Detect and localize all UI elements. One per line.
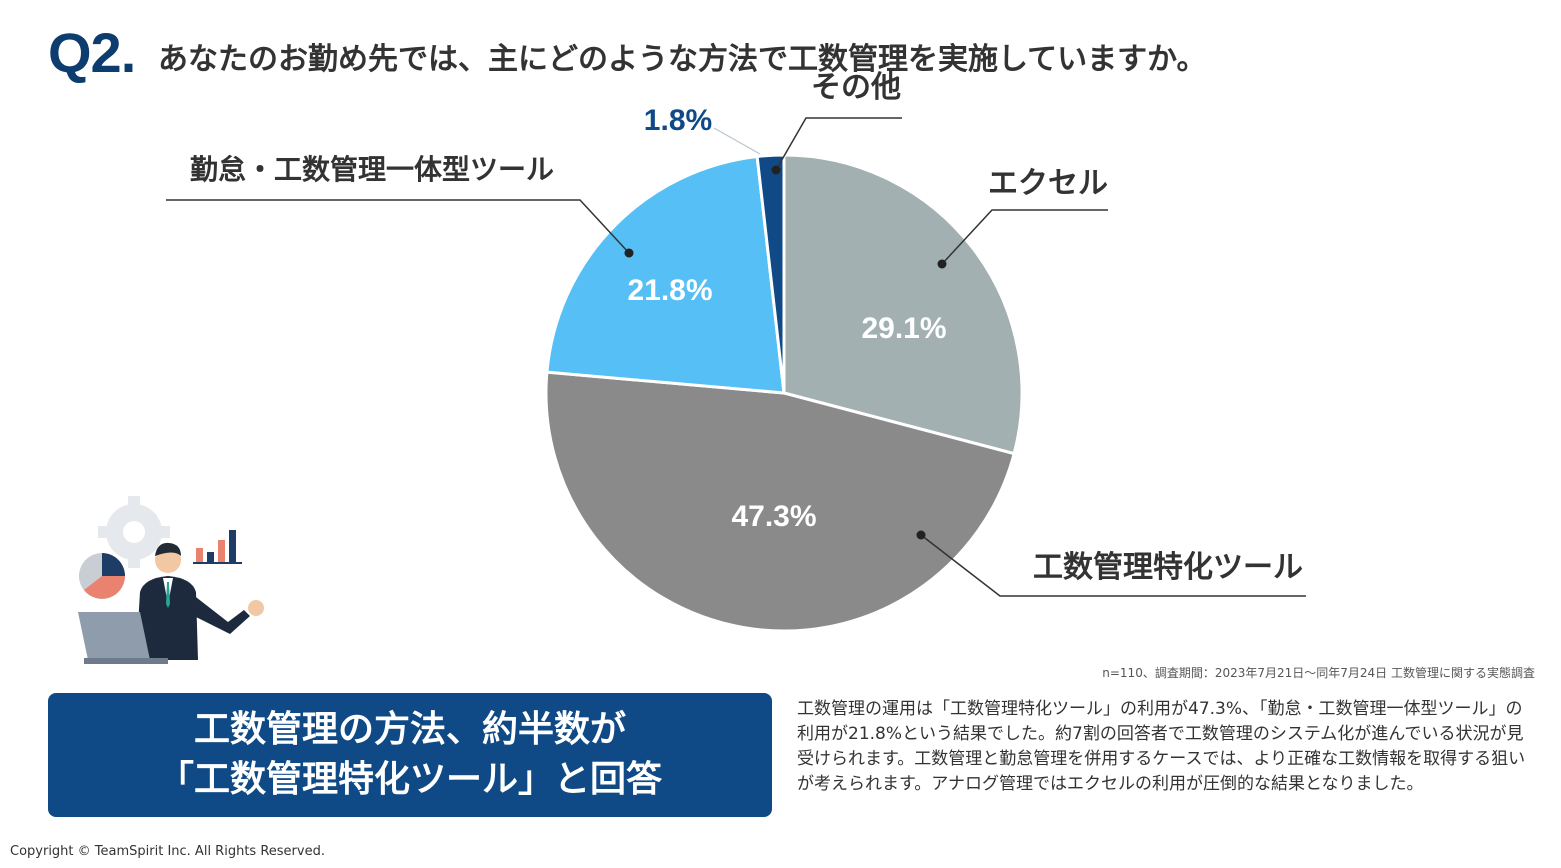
- leader-dot-4: [771, 165, 781, 175]
- slice-value-2: 47.3%: [731, 500, 816, 533]
- pie-slice-3: [545, 154, 786, 395]
- pie-slice-2: [544, 370, 1016, 633]
- slice-value-1: 29.1%: [861, 312, 946, 345]
- laptop-icon: [78, 612, 168, 664]
- bar-chart-icon: [193, 530, 242, 564]
- slice-label-1: エクセル: [988, 166, 1108, 201]
- slice-label-2: 工数管理特化ツール: [1033, 550, 1303, 585]
- copyright: Copyright © TeamSpirit Inc. All Rights R…: [10, 844, 325, 859]
- question-title: あなたのお勤め先では、主にどのような方法で工数管理を実施していますか。: [158, 42, 1207, 77]
- leader-dot-3: [624, 248, 634, 258]
- summary-box: 工数管理の方法、約半数が 「工数管理特化ツール」と回答: [48, 693, 772, 817]
- mini-pie-icon: [79, 553, 125, 599]
- survey-note: n=110、調査期間：2023年7月21日〜同年7月24日 工数管理に関する実態…: [1102, 666, 1535, 680]
- description-text: 工数管理の運用は「工数管理特化ツール」の利用が47.3%、「勤怠・工数管理一体型…: [797, 699, 1526, 794]
- slice-value-4: 1.8%: [644, 104, 712, 137]
- summary-line-1: 工数管理の方法、約半数が: [193, 709, 626, 750]
- value-leader-line-4: [713, 127, 761, 155]
- slice-label-4: その他: [811, 70, 901, 105]
- leader-line-3: [166, 199, 630, 254]
- summary-line-2: 「工数管理特化ツール」と回答: [157, 759, 662, 800]
- businessman-figure: [136, 542, 264, 660]
- leader-dot-1: [937, 259, 947, 269]
- slice-value-3: 21.8%: [627, 274, 712, 307]
- leader-line-1: [941, 209, 1108, 265]
- businessman-illustration: [78, 496, 264, 664]
- slice-label-3: 勤怠・工数管理一体型ツール: [190, 153, 554, 186]
- leader-line-4: [775, 117, 902, 171]
- gear-icon: [98, 496, 170, 568]
- leader-line-2: [920, 534, 1306, 597]
- question-number: Q2.: [48, 21, 136, 84]
- leader-dot-2: [916, 530, 926, 540]
- pie-slice-1: [782, 153, 1024, 456]
